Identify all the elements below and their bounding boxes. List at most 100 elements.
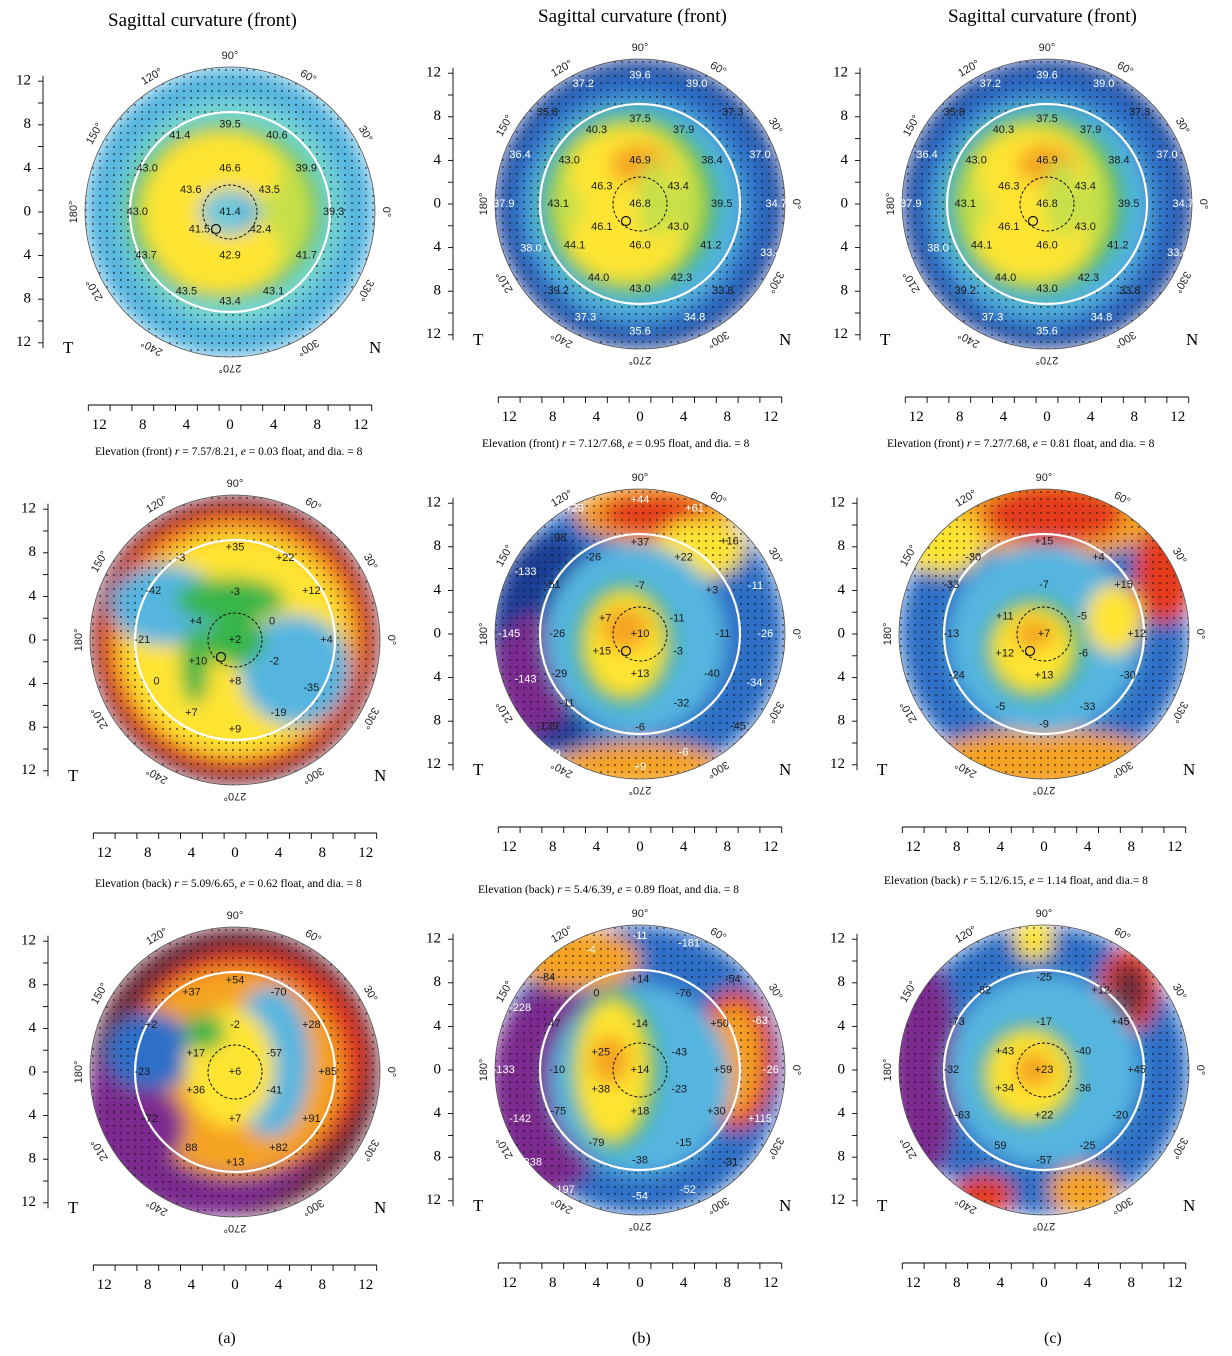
pupil-circle (612, 176, 668, 232)
x-tick-label: 8 (144, 1277, 152, 1292)
angle-label: 0° (385, 1067, 397, 1078)
x-tick-label: 4 (1087, 409, 1095, 424)
y-tick-label: 8 (29, 544, 37, 560)
x-axis: 12 8 4 0 4 8 12 (901, 1262, 1187, 1291)
map-value: 41.2 (700, 239, 721, 251)
map-value: +7 (599, 613, 612, 625)
a-back-svg: 90°60°30°0°330°300°270°240°210°180°150°1… (21, 910, 397, 1293)
map-value: -29 (551, 668, 567, 680)
x-tick-label: 12 (1167, 839, 1182, 854)
map-outline (494, 488, 786, 780)
map-value: -9 (1039, 718, 1049, 730)
measurement-dots (899, 925, 1189, 1215)
map-value: -52 (680, 1184, 696, 1196)
map-value: 39.2 (548, 285, 569, 297)
temporal-label: T (880, 330, 891, 349)
x-tick-label: 8 (139, 417, 147, 432)
y-tick-label: 4 (838, 582, 846, 598)
map-value: 43.0 (136, 162, 157, 174)
map-value: 41.4 (169, 130, 190, 142)
nasal-label: N (369, 338, 381, 357)
map-value: 43.1 (263, 285, 284, 297)
vertex-marker (1027, 215, 1039, 227)
map-value: -228 (509, 1002, 531, 1014)
x-tick-label: 4 (188, 1277, 196, 1292)
vertex-marker (620, 215, 632, 227)
map-value: -42 (145, 585, 161, 597)
map-value: -133 (515, 566, 537, 578)
angle-label: 270° (629, 354, 652, 366)
pupil-circle (207, 612, 263, 668)
y-tick-label: 12 (426, 65, 441, 81)
angle-label: 30° (766, 982, 785, 1002)
y-tick-label: 12 (21, 1194, 36, 1210)
map-value: 39.0 (686, 78, 707, 90)
map-value: -11 (748, 580, 763, 592)
x-tick-label: 12 (906, 839, 921, 854)
angle-label: 180° (882, 1059, 894, 1082)
angle-label: 90° (1036, 472, 1053, 484)
map-value: 43.0 (667, 221, 688, 233)
measurement-dots (495, 59, 785, 349)
map-value: +13 (1035, 669, 1054, 681)
y-tick-label: 4 (838, 1105, 846, 1121)
x-tick-label: 8 (549, 1275, 557, 1290)
map-value: -181 (678, 937, 700, 949)
map-value: 43.5 (176, 285, 197, 297)
y-tick-label: 0 (434, 195, 442, 211)
y-tick-label: 8 (434, 538, 442, 554)
map-value: 41.7 (296, 250, 317, 262)
vertex-marker (215, 651, 227, 663)
x-tick-label: 0 (636, 409, 644, 424)
y-tick-label: 12 (426, 756, 441, 772)
x-tick-label: 4 (1084, 839, 1092, 854)
map-value: -7 (1039, 579, 1049, 591)
temporal-label: T (473, 1196, 484, 1215)
angle-label: 270° (629, 784, 652, 796)
map-value: 37.9 (493, 198, 514, 210)
map-value: -54 (632, 1190, 648, 1202)
angle-label: 90° (227, 910, 244, 922)
map-value: -73 (949, 1016, 965, 1028)
pupil-circle (1016, 606, 1072, 662)
map-value: 37.0 (1156, 149, 1177, 161)
c-sagittal-svg: 90°60°30°0°330°300°270°240°210°180°150°1… (833, 42, 1209, 425)
x-axis: 12 8 4 0 4 8 12 (901, 826, 1187, 855)
map-value: -35 (303, 682, 319, 694)
x-tick-label: 12 (763, 1275, 778, 1290)
map-value: -38 (632, 1154, 648, 1166)
map-value: 38.4 (1108, 154, 1129, 166)
caption-c-back: Elevation (back) r = 5.12/6.15, e = 1.14… (884, 875, 1148, 887)
map-value: -70 (271, 986, 287, 998)
x-tick-label: 4 (680, 839, 688, 854)
nasal-label: N (1183, 1196, 1195, 1215)
map-value: 46.8 (629, 198, 650, 210)
x-tick-label: 8 (313, 417, 321, 432)
map-value: -33 (943, 579, 959, 591)
map-value: -17 (1036, 1016, 1052, 1028)
column-a-label: (a) (218, 1330, 236, 1347)
x-tick-label: 4 (680, 409, 688, 424)
map-value: 41.2 (1107, 239, 1128, 251)
x-tick-label: 0 (1043, 409, 1051, 424)
map-value: +17 (186, 1047, 205, 1059)
map-value: -197 (553, 1184, 575, 1196)
x-tick-label: 0 (231, 1277, 239, 1292)
map-value: 41.5 (189, 223, 210, 235)
angle-label: 180° (478, 1059, 490, 1082)
x-tick-label: 12 (502, 839, 517, 854)
y-tick-label: 8 (29, 1151, 37, 1167)
x-tick-label: 8 (723, 839, 731, 854)
map-value: +8 (229, 675, 242, 687)
map-value: 46.6 (219, 162, 240, 174)
map-value: 37.2 (980, 78, 1001, 90)
vertex-marker (1024, 645, 1036, 657)
c-front-svg: 90°60°30°0°330°300°270°240°210°180°150°1… (830, 472, 1206, 855)
map-value: +30 (707, 1105, 726, 1117)
map-value: +15 (1035, 535, 1054, 547)
map-value: 39.6 (1036, 69, 1057, 81)
x-tick-label: 12 (97, 845, 112, 860)
y-tick-label: 8 (434, 974, 442, 990)
map-value: 36.4 (916, 149, 937, 161)
map-value: 39.5 (219, 119, 240, 131)
